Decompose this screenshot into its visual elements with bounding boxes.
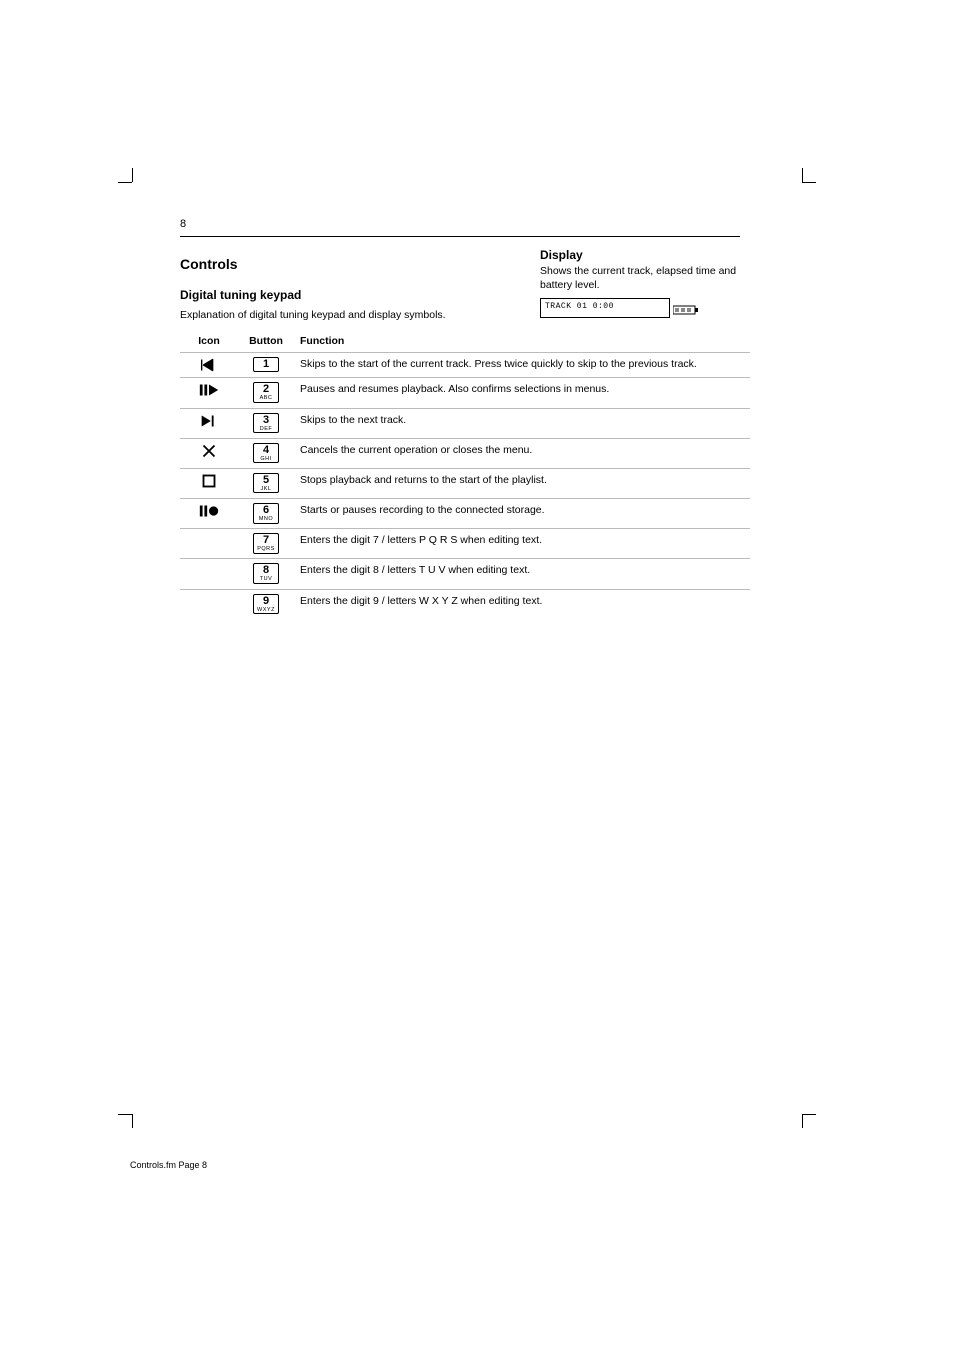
func-text: Pauses and resumes playback. Also confir…	[294, 378, 750, 408]
func-text: Cancels the current operation or closes …	[294, 438, 750, 468]
key-3: 3 DEF	[253, 413, 279, 434]
lcd-text: TRACK 01 0:00	[545, 302, 614, 311]
table-row: 3 DEF Skips to the next track.	[180, 408, 750, 438]
page-number: 8	[180, 218, 186, 230]
battery-icon	[673, 302, 701, 312]
func-text: Stops playback and returns to the start …	[294, 468, 750, 498]
crop-mark-br	[798, 1110, 816, 1128]
pause-play-icon	[198, 382, 220, 398]
key-1: 1	[253, 357, 279, 372]
key-9: 9 WXYZ	[253, 594, 279, 615]
func-text: Skips to the next track.	[294, 408, 750, 438]
skip-forward-icon	[198, 413, 220, 429]
close-icon	[198, 443, 220, 459]
table-row: 5 JKL Stops playback and returns to the …	[180, 468, 750, 498]
pause-record-icon	[198, 503, 220, 519]
header-rule	[180, 236, 740, 237]
key-6: 6 MNO	[253, 503, 279, 524]
func-text: Enters the digit 8 / letters T U V when …	[294, 559, 750, 589]
col-header-icon: Icon	[180, 330, 238, 353]
keypad-table: Icon Button Function 1 Skips to the star…	[180, 330, 750, 619]
func-text: Skips to the start of the current track.…	[294, 353, 750, 378]
key-2: 2 ABC	[253, 382, 279, 403]
table-row: 4 GHI Cancels the current operation or c…	[180, 438, 750, 468]
display-label: Display	[540, 248, 740, 262]
key-8: 8 TUV	[253, 563, 279, 584]
crop-mark-bl	[118, 1110, 136, 1128]
display-block: Display Shows the current track, elapsed…	[540, 248, 740, 318]
key-7: 7 PQRS	[253, 533, 279, 554]
func-text: Enters the digit 9 / letters W X Y Z whe…	[294, 589, 750, 619]
key-4: 4 GHI	[253, 443, 279, 464]
table-row: 2 ABC Pauses and resumes playback. Also …	[180, 378, 750, 408]
table-row: 8 TUV Enters the digit 8 / letters T U V…	[180, 559, 750, 589]
table-row: 1 Skips to the start of the current trac…	[180, 353, 750, 378]
skip-back-icon	[198, 357, 220, 373]
table-row: 7 PQRS Enters the digit 7 / letters P Q …	[180, 529, 750, 559]
stop-icon	[198, 473, 220, 489]
footer-text: Controls.fm Page 8	[130, 1160, 207, 1170]
lcd-box: TRACK 01 0:00	[540, 298, 670, 318]
key-5: 5 JKL	[253, 473, 279, 494]
table-row: 9 WXYZ Enters the digit 9 / letters W X …	[180, 589, 750, 619]
func-text: Enters the digit 7 / letters P Q R S whe…	[294, 529, 750, 559]
display-desc: Shows the current track, elapsed time an…	[540, 264, 740, 292]
col-header-button: Button	[238, 330, 294, 353]
col-header-function: Function	[294, 330, 750, 353]
table-row: 6 MNO Starts or pauses recording to the …	[180, 499, 750, 529]
crop-mark-tl	[118, 168, 136, 186]
crop-mark-tr	[798, 168, 816, 186]
func-text: Starts or pauses recording to the connec…	[294, 499, 750, 529]
